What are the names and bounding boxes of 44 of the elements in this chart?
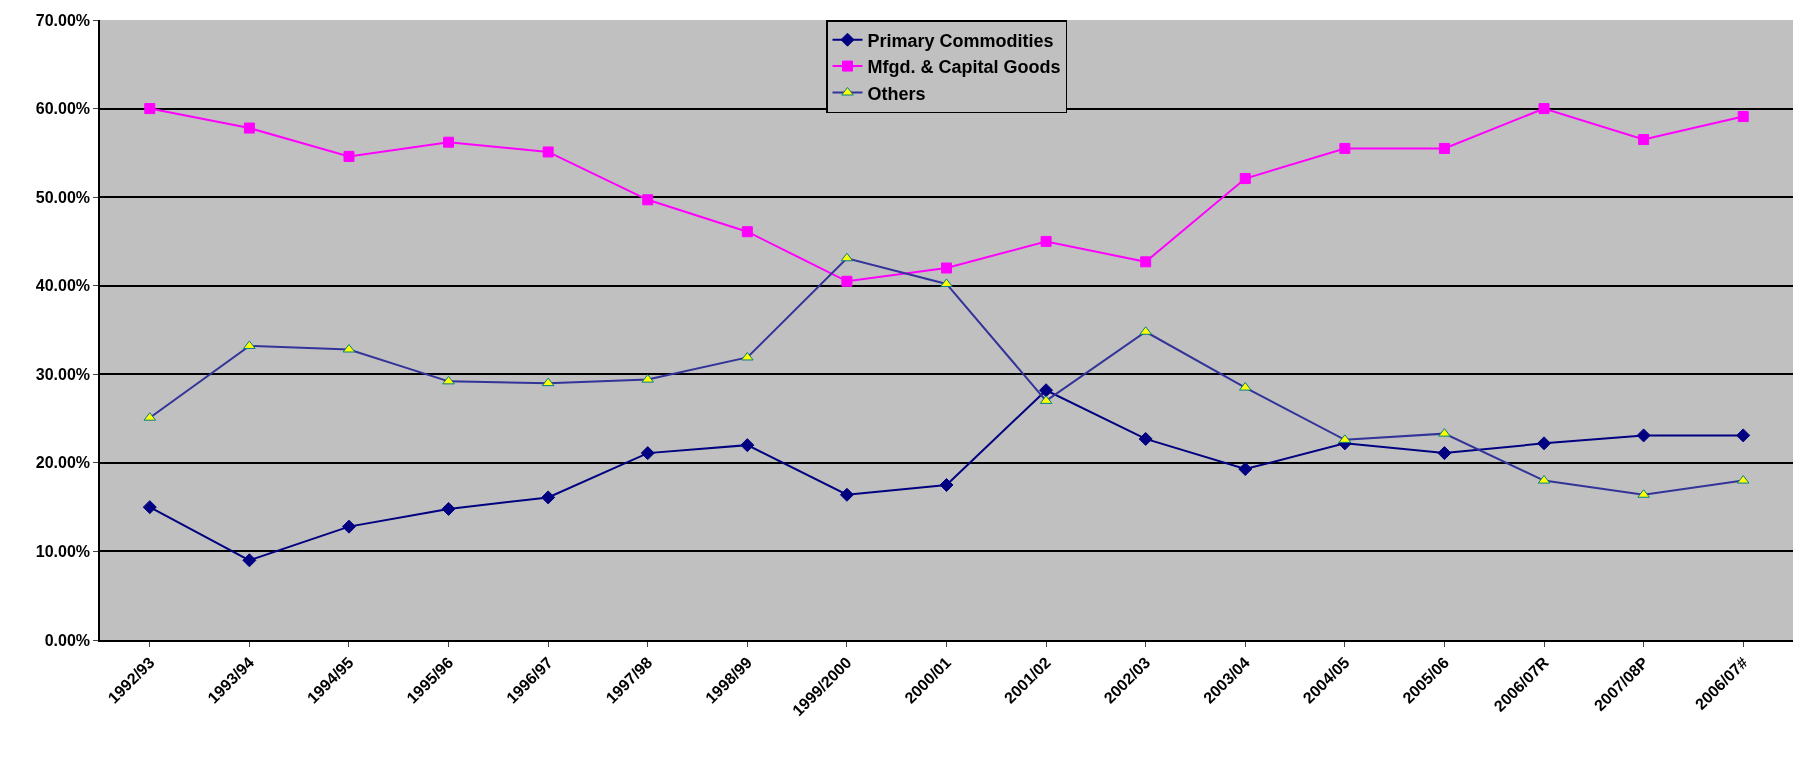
point xyxy=(541,490,556,505)
point xyxy=(841,275,853,287)
point xyxy=(642,194,654,206)
point xyxy=(1636,428,1651,443)
point xyxy=(939,478,954,492)
point xyxy=(1737,111,1749,123)
point xyxy=(1040,235,1052,247)
point xyxy=(144,103,156,115)
point xyxy=(1736,428,1751,443)
point xyxy=(441,501,456,516)
point xyxy=(341,519,356,534)
y-tick-label: 50.00% xyxy=(35,188,91,206)
point xyxy=(1538,103,1550,115)
point xyxy=(142,500,157,515)
y-tick-label: 0.00% xyxy=(44,631,91,649)
point xyxy=(542,146,554,158)
point xyxy=(941,262,952,274)
point xyxy=(1140,256,1152,268)
point xyxy=(839,487,854,502)
point xyxy=(1039,383,1054,398)
legend-label: Others xyxy=(867,83,926,104)
y-tick-label: 70.00% xyxy=(35,11,91,29)
y-tick-label: 40.00% xyxy=(35,277,91,295)
point xyxy=(1238,462,1253,477)
point xyxy=(1437,446,1452,461)
point xyxy=(343,150,355,162)
legend-label: Mfgd. & Capital Goods xyxy=(867,57,1061,78)
y-tick-label: 10.00% xyxy=(35,543,91,561)
y-tick-label: 30.00% xyxy=(35,365,91,383)
point xyxy=(443,136,455,148)
point xyxy=(1537,436,1552,451)
y-tick-label: 60.00% xyxy=(35,100,91,118)
point xyxy=(741,226,753,238)
legend-label: Primary Commodities xyxy=(867,30,1054,51)
point xyxy=(242,553,257,568)
point xyxy=(740,438,755,453)
y-tick-label: 20.00% xyxy=(35,454,91,472)
point xyxy=(1239,173,1251,185)
point xyxy=(1438,142,1450,154)
point xyxy=(1138,431,1153,446)
point xyxy=(640,446,655,461)
point xyxy=(243,122,255,134)
point xyxy=(1638,134,1650,146)
point xyxy=(1339,142,1351,154)
